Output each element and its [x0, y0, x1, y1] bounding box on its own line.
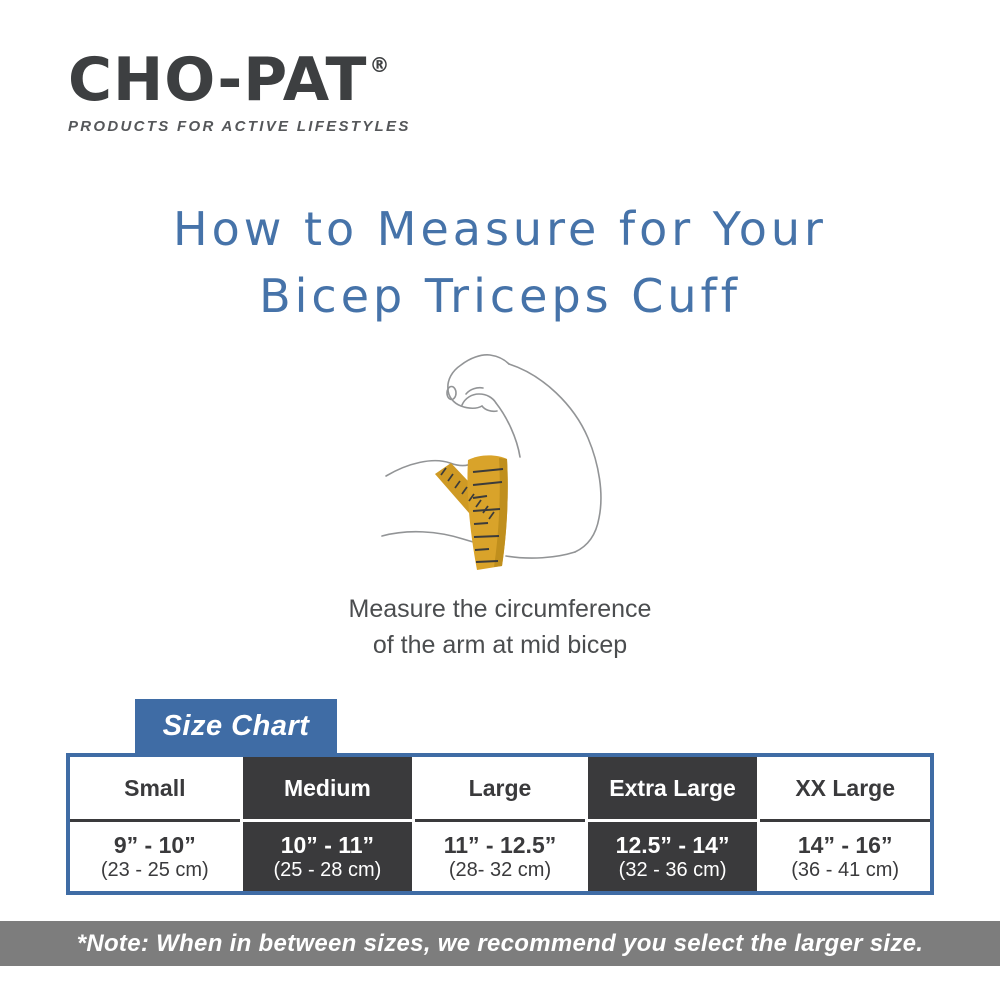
- measure-caption: Measure the circumference of the arm at …: [0, 591, 1000, 663]
- page-title: How to Measure for Your Bicep Triceps Cu…: [0, 196, 1000, 330]
- page-title-line1: How to Measure for Your: [173, 202, 827, 256]
- size-name: Extra Large: [587, 757, 758, 819]
- size-column-large: Large 11” - 12.5” (28- 32 cm): [415, 757, 585, 891]
- size-range: 14” - 16” (36 - 41 cm): [760, 819, 930, 891]
- size-column-xx-large: XX Large 14” - 16” (36 - 41 cm): [760, 757, 930, 891]
- footnote-text: *Note: When in between sizes, we recomme…: [76, 929, 924, 957]
- size-range: 12.5” - 14” (32 - 36 cm): [587, 819, 758, 891]
- size-name: XX Large: [760, 757, 930, 819]
- size-name: Large: [415, 757, 585, 819]
- size-range-inches: 11” - 12.5”: [443, 831, 557, 858]
- size-range-cm: (25 - 28 cm): [273, 858, 382, 881]
- size-chart-table: Small 9” - 10” (23 - 25 cm) Medium 10” -…: [66, 753, 934, 895]
- brand-tagline: PRODUCTS FOR ACTIVE LIFESTYLES: [68, 118, 411, 135]
- brand-text: CHO-PAT: [68, 45, 368, 115]
- measuring-tape: [435, 455, 508, 570]
- size-range-cm: (28- 32 cm): [448, 858, 552, 881]
- size-range: 9” - 10” (23 - 25 cm): [70, 819, 240, 891]
- size-range-cm: (23 - 25 cm): [100, 858, 209, 881]
- size-column-small: Small 9” - 10” (23 - 25 cm): [70, 757, 240, 891]
- page-title-line2: Bicep Triceps Cuff: [259, 269, 741, 323]
- size-column-medium: Medium 10” - 11” (25 - 28 cm): [242, 757, 413, 891]
- size-column-extra-large: Extra Large 12.5” - 14” (32 - 36 cm): [587, 757, 758, 891]
- flexed-arm-graphic: [381, 354, 602, 570]
- size-name: Medium: [242, 757, 413, 819]
- brand-name: CHO-PAT ®: [68, 50, 411, 110]
- size-range-inches: 12.5” - 14”: [615, 831, 730, 858]
- brand-logo: CHO-PAT ® PRODUCTS FOR ACTIVE LIFESTYLES: [68, 50, 411, 135]
- measure-caption-line2: of the arm at mid bicep: [372, 631, 628, 659]
- arm-illustration: [378, 343, 630, 583]
- size-range-inches: 14” - 16”: [797, 831, 893, 858]
- size-name: Small: [70, 757, 240, 819]
- size-range-inches: 9” - 10”: [113, 831, 196, 858]
- tape-tick-marks: [472, 468, 504, 563]
- size-range: 10” - 11” (25 - 28 cm): [242, 819, 413, 891]
- size-chart-label: Size Chart: [135, 699, 337, 753]
- tape-tick-marks-diagonal: [440, 467, 495, 520]
- registered-mark: ®: [369, 53, 391, 77]
- footnote-bar: *Note: When in between sizes, we recomme…: [0, 921, 1000, 966]
- size-range-cm: (36 - 41 cm): [791, 858, 900, 881]
- size-range: 11” - 12.5” (28- 32 cm): [415, 819, 585, 891]
- measure-caption-line1: Measure the circumference: [348, 595, 652, 623]
- size-range-inches: 10” - 11”: [280, 831, 375, 858]
- size-range-cm: (32 - 36 cm): [618, 858, 727, 881]
